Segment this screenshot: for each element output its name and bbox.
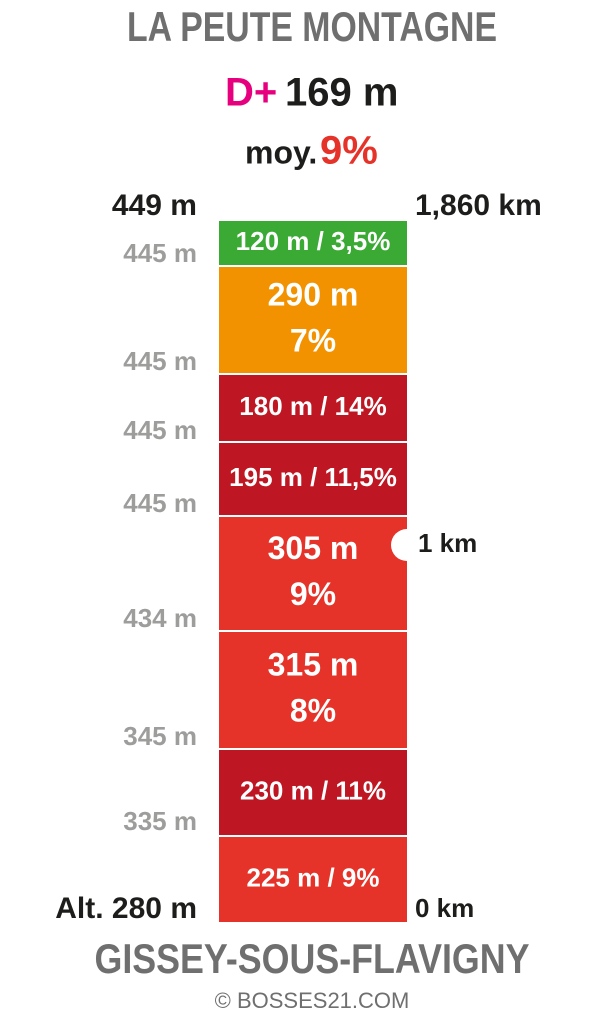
avg-label: moy. <box>245 134 317 170</box>
segment <box>219 837 407 922</box>
altitude-label: 445 m <box>123 488 197 518</box>
segment-label: 305 m <box>268 530 359 566</box>
altitude-label: 434 m <box>123 603 197 633</box>
altitude-label: 335 m <box>123 806 197 836</box>
place: GISSEY-SOUS-FLAVIGNY <box>95 935 530 982</box>
bottom-distance: 0 km <box>415 893 474 923</box>
segment-label: 180 m / 14% <box>239 391 386 421</box>
gain-label: D+ <box>225 71 277 115</box>
altitude-label: 445 m <box>123 346 197 376</box>
segment <box>219 221 407 265</box>
gain: 169 m <box>285 71 398 115</box>
top-altitude: 449 m <box>112 189 197 222</box>
altitude-label: 345 m <box>123 721 197 751</box>
segment-label: 9% <box>290 576 336 612</box>
segment <box>219 517 407 630</box>
title: LA PEUTE MONTAGNE <box>127 3 497 50</box>
segment-label: 290 m <box>268 276 359 312</box>
credit: © BOSSES21.COM <box>215 988 410 1013</box>
segment-label: 315 m <box>268 646 359 682</box>
km-marker: 1 km <box>418 528 477 558</box>
segment-label: 7% <box>290 322 336 358</box>
segment-label: 195 m / 11,5% <box>229 462 397 492</box>
altitude-label: 445 m <box>123 238 197 268</box>
km-notch <box>391 529 423 561</box>
segment <box>219 750 407 835</box>
segment <box>219 267 407 373</box>
segment <box>219 443 407 515</box>
altitude-label: 445 m <box>123 415 197 445</box>
top-distance: 1,860 km <box>415 189 542 222</box>
segment-label: 8% <box>290 692 336 728</box>
avg: 9% <box>320 129 378 173</box>
bottom-altitude: Alt. 280 m <box>55 892 197 925</box>
segment <box>219 632 407 748</box>
segment-label: 120 m / 3,5% <box>236 226 391 256</box>
segment <box>219 375 407 441</box>
segments: 120 m / 3,5% 290 m 7% 180 m / 14% 195 m / 11… <box>219 221 407 922</box>
segment-label: 225 m / 9% <box>247 862 380 892</box>
segment-label: 230 m / 11% <box>240 775 386 805</box>
